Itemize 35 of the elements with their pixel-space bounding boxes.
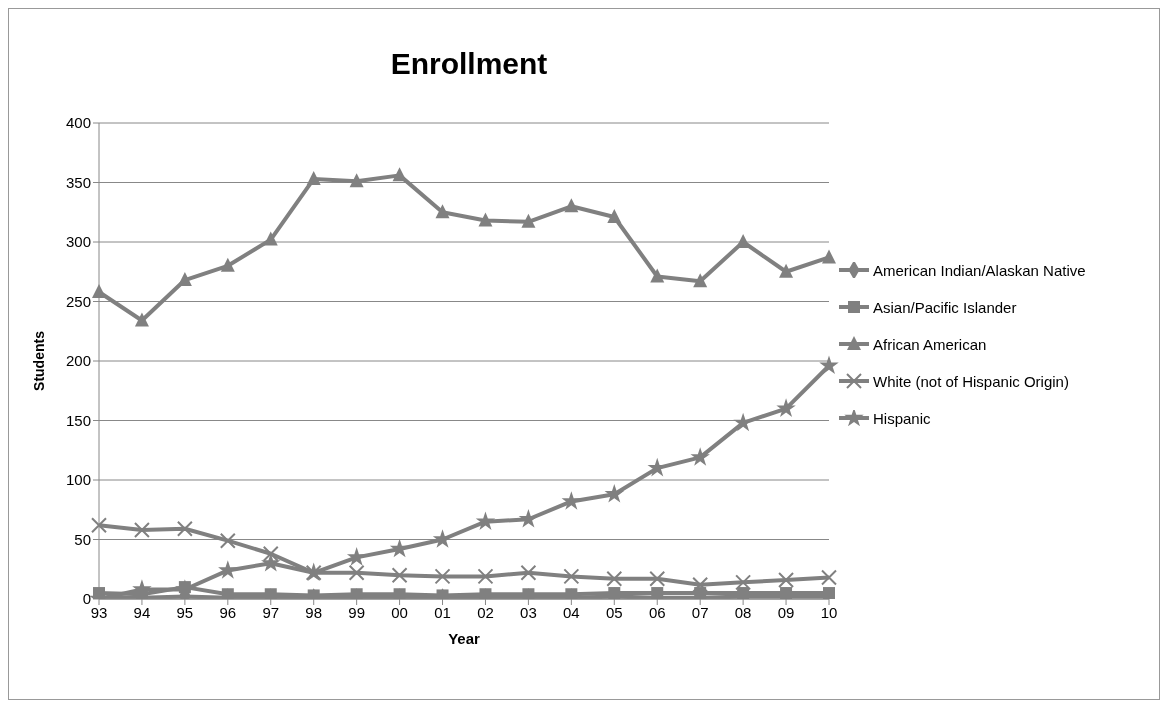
chart-title: Enrollment <box>389 47 549 81</box>
x-tick-label: 05 <box>605 603 623 621</box>
x-tick-label: 07 <box>691 603 709 621</box>
legend-label: African American <box>873 335 987 353</box>
y-tick-label: 0 <box>82 590 91 608</box>
legend-label: Hispanic <box>873 409 931 427</box>
x-tick-label: 00 <box>391 603 408 621</box>
x-tick-label: 09 <box>777 603 795 621</box>
y-tick-label: 50 <box>74 530 91 548</box>
x-tick-label: 10 <box>820 603 838 621</box>
x-tick-label: 08 <box>734 603 752 621</box>
x-tick-label: 96 <box>219 603 237 621</box>
legend-label: Asian/Pacific Islander <box>873 298 1017 316</box>
x-tick-label: 06 <box>648 603 666 621</box>
x-tick-label: 94 <box>133 603 151 621</box>
x-tick-label: 02 <box>477 603 494 621</box>
y-tick-label: 150 <box>65 411 91 429</box>
legend-label: American Indian/Alaskan Native <box>873 261 1086 279</box>
x-tick-label: 99 <box>348 603 365 621</box>
x-tick-label: 93 <box>90 603 108 621</box>
y-tick-label: 350 <box>65 173 91 191</box>
x-tick-label: 04 <box>563 603 580 621</box>
y-tick-label: 200 <box>65 352 91 370</box>
y-tick-label: 250 <box>65 292 91 310</box>
y-tick-label: 100 <box>65 471 91 489</box>
x-axis-title: Year <box>448 630 481 647</box>
x-tick-label: 01 <box>434 603 451 621</box>
legend-label: White (not of Hispanic Origin) <box>873 372 1069 390</box>
y-tick-label: 400 <box>65 114 91 132</box>
y-axis-title: Students <box>30 330 47 391</box>
x-tick-label: 97 <box>262 603 280 621</box>
x-tick-label: 95 <box>176 603 194 621</box>
x-tick-label: 98 <box>305 603 323 621</box>
y-tick-label: 300 <box>65 233 91 251</box>
x-tick-label: 03 <box>520 603 537 621</box>
